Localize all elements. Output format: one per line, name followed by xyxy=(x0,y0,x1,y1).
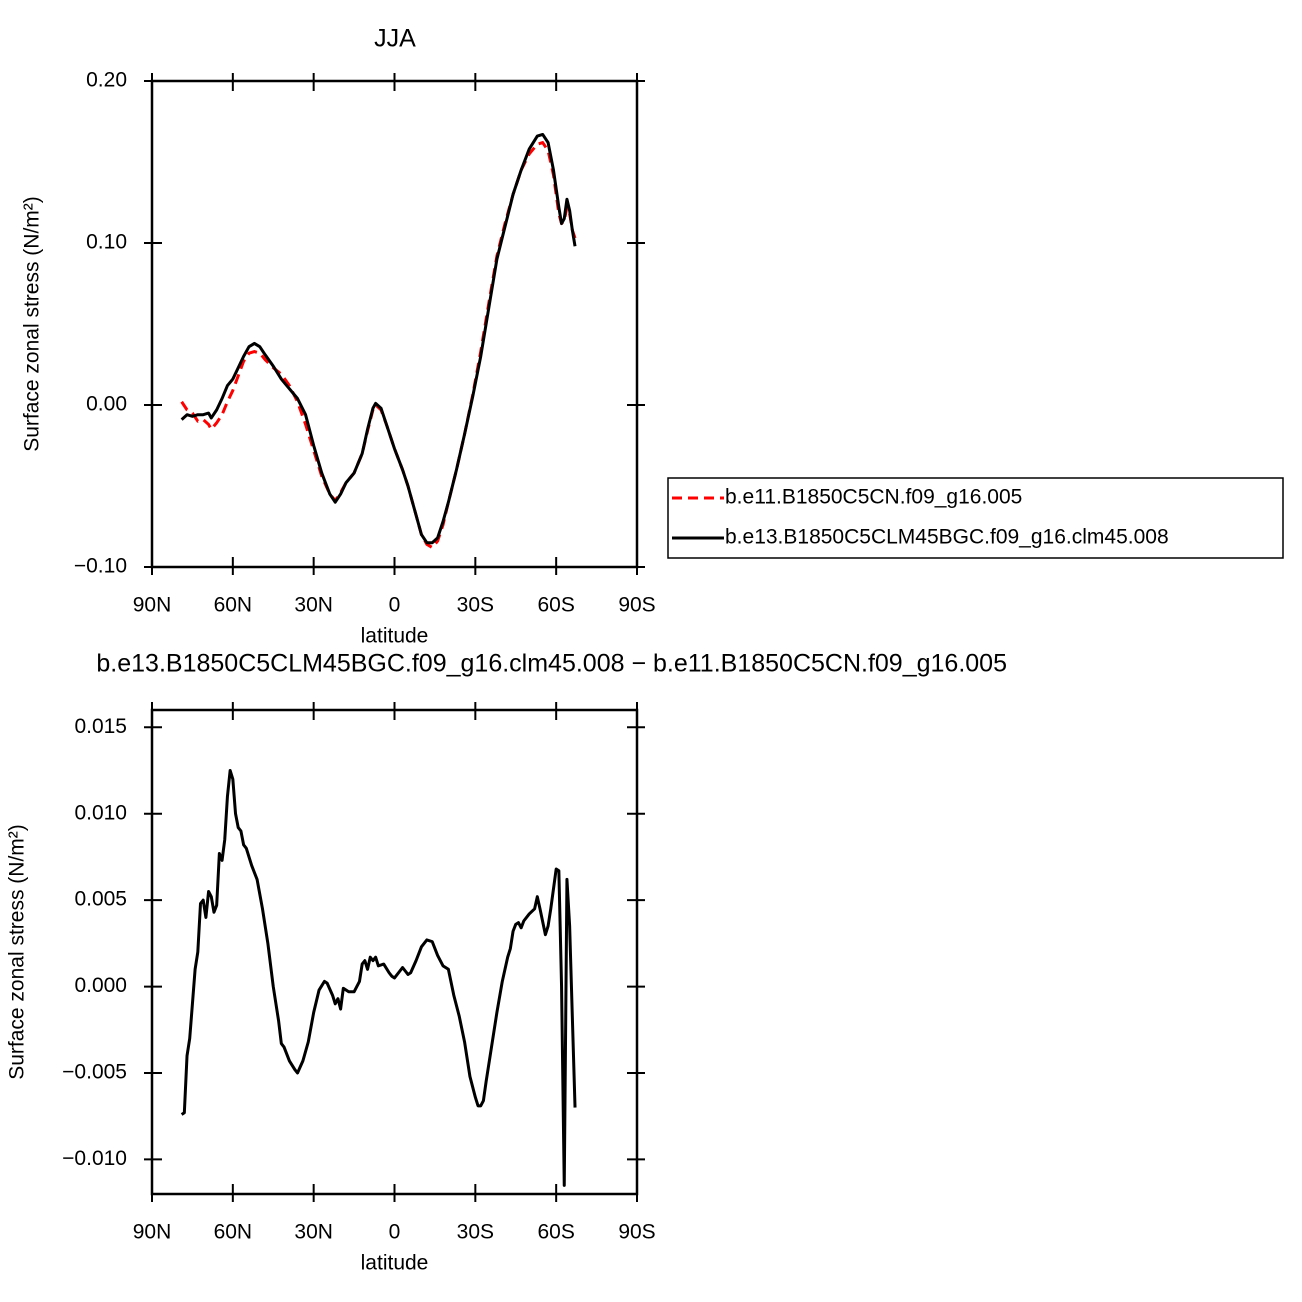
x-tick-label: 60N xyxy=(214,594,253,617)
x-tick-label: 30N xyxy=(294,594,333,617)
x-axis-label: latitude xyxy=(361,1252,429,1275)
chart-title: b.e13.B1850C5CLM45BGC.f09_g16.clm45.008 … xyxy=(96,650,1007,678)
x-tick-label: 0 xyxy=(389,594,401,617)
legend-label: b.e11.B1850C5CN.f09_g16.005 xyxy=(725,486,1022,509)
y-tick-label: 0.005 xyxy=(74,888,127,911)
chart-title: JJA xyxy=(374,25,416,53)
legend-label: b.e13.B1850C5CLM45BGC.f09_g16.clm45.008 xyxy=(725,526,1169,549)
y-tick-label: −0.010 xyxy=(62,1147,127,1170)
x-tick-label: 90S xyxy=(618,594,655,617)
x-tick-label: 0 xyxy=(389,1221,401,1244)
y-axis-label: Surface zonal stress (N/m²) xyxy=(6,824,29,1080)
y-tick-label: 0.10 xyxy=(86,231,127,254)
x-tick-label: 90N xyxy=(133,1221,172,1244)
y-tick-label: −0.10 xyxy=(74,555,127,578)
x-tick-label: 90N xyxy=(133,594,172,617)
y-tick-label: 0.000 xyxy=(74,974,127,997)
y-tick-label: 0.20 xyxy=(86,69,127,92)
x-tick-label: 90S xyxy=(618,1221,655,1244)
y-axis-label: Surface zonal stress (N/m²) xyxy=(21,196,44,452)
y-tick-label: −0.005 xyxy=(62,1061,127,1084)
plot-frame xyxy=(150,79,639,569)
data-line xyxy=(180,769,577,1187)
x-tick-label: 30S xyxy=(457,594,494,617)
legend-box xyxy=(667,477,1284,559)
x-tick-label: 60S xyxy=(537,1221,574,1244)
x-tick-label: 60N xyxy=(214,1221,253,1244)
x-tick-label: 60S xyxy=(537,594,574,617)
x-tick-label: 30S xyxy=(457,1221,494,1244)
data-line xyxy=(180,141,577,550)
y-tick-label: 0.00 xyxy=(86,393,127,416)
x-tick-label: 30N xyxy=(294,1221,333,1244)
y-tick-label: 0.015 xyxy=(74,715,127,738)
data-line xyxy=(180,132,577,545)
y-tick-label: 0.010 xyxy=(74,801,127,824)
x-axis-label: latitude xyxy=(361,625,429,648)
